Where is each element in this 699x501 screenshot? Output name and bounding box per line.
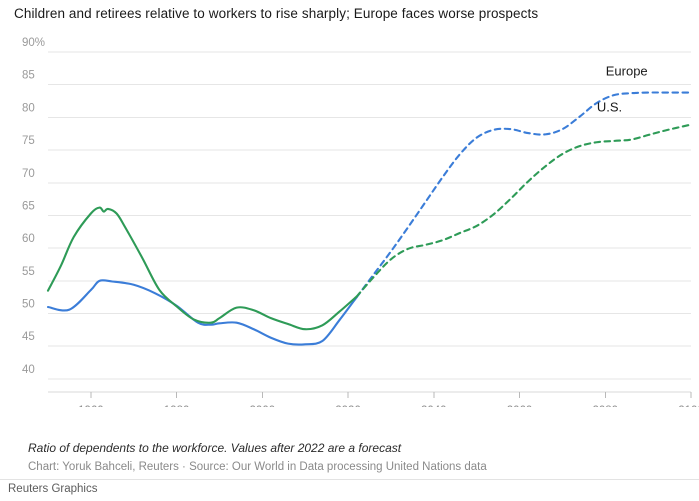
- x-axis-tick-label: 2080: [592, 405, 618, 407]
- y-axis-tick-label: 75: [22, 135, 35, 147]
- chart-title: Children and retirees relative to worker…: [14, 6, 539, 21]
- y-axis-tick-label: 65: [22, 200, 35, 212]
- series-label-europe: Europe: [606, 64, 648, 79]
- chart-credit: Chart: Yoruk Bahceli, Reuters · Source: …: [28, 461, 487, 473]
- x-axis-tick-label: 2000: [250, 405, 276, 407]
- x-axis-tick-label: 1960: [78, 405, 104, 407]
- y-axis-tick-label: 50: [22, 299, 35, 311]
- y-axis-tick-label: 55: [22, 266, 35, 278]
- series-line-europe-forecast: [355, 91, 693, 299]
- x-axis-tick-label: 1980: [164, 405, 190, 407]
- x-axis-tick-label: 2060: [507, 405, 533, 407]
- series-line-us-historical: [46, 206, 358, 331]
- footer-divider: [0, 479, 699, 501]
- y-axis-tick-label: 40: [22, 364, 35, 376]
- x-axis-tick-label: 2100: [678, 405, 699, 407]
- y-axis-tick-label: 85: [22, 70, 35, 82]
- x-axis-tick-label: 2020: [335, 405, 361, 407]
- plot-area: 90% 85 80 75 70 65 60 55 50 45 40 1960 1980 2000 2020 2…: [0, 32, 699, 407]
- brand-label: Reuters Graphics: [8, 483, 98, 495]
- series-line-europe-historical: [46, 279, 358, 346]
- y-axis-tick-label: 45: [22, 331, 35, 343]
- y-axis-tick-label: 70: [22, 168, 35, 180]
- y-axis-tick-label: 60: [22, 233, 35, 245]
- series-line-us-forecast: [355, 123, 693, 298]
- chart-note: Ratio of dependents to the workforce. Va…: [28, 441, 402, 455]
- line-chart: 90% 85 80 75 70 65 60 55 50 45 40 1960 1980 2000 2020 2…: [22, 37, 699, 407]
- series-label-us: U.S.: [597, 100, 622, 115]
- x-axis-tick-label: 2040: [421, 405, 447, 407]
- y-axis-tick-label: 90%: [22, 37, 45, 49]
- y-axis-tick-label: 80: [22, 102, 35, 114]
